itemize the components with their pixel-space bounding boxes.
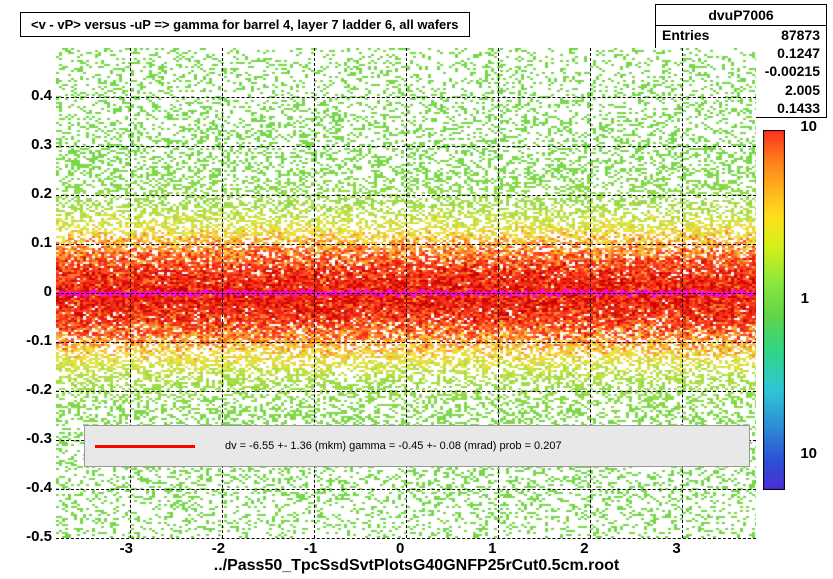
y-tick-label: 0 <box>8 283 52 300</box>
y-tick-label: 0.4 <box>8 87 52 104</box>
x-tick-label: -3 <box>120 540 133 557</box>
chart-title: <v - vP> versus -uP => gamma for barrel … <box>20 12 470 37</box>
y-tick-label: -0.5 <box>8 528 52 545</box>
stats-name: dvuP7006 <box>656 5 826 26</box>
colorbar-label-bottom: 10 <box>800 445 817 462</box>
y-tick-label: -0.3 <box>8 430 52 447</box>
x-tick-label: 0 <box>396 540 404 557</box>
x-tick-label: 3 <box>672 540 680 557</box>
y-tick-label: -0.2 <box>8 381 52 398</box>
y-tick-label: 0.2 <box>8 185 52 202</box>
colorbar <box>763 130 785 490</box>
legend-text: dv = -6.55 +- 1.36 (mkm) gamma = -0.45 +… <box>225 440 562 452</box>
colorbar-label-top: 10 <box>800 118 817 135</box>
y-tick-label: -0.1 <box>8 332 52 349</box>
y-tick-label: -0.4 <box>8 479 52 496</box>
plot-area: dv = -6.55 +- 1.36 (mkm) gamma = -0.45 +… <box>56 48 756 538</box>
x-tick-label: -2 <box>212 540 225 557</box>
x-tick-label: 1 <box>488 540 496 557</box>
fit-legend: dv = -6.55 +- 1.36 (mkm) gamma = -0.45 +… <box>84 425 750 467</box>
chart-root: <v - vP> versus -uP => gamma for barrel … <box>0 0 833 579</box>
colorbar-label-mid: 1 <box>801 290 809 307</box>
x-tick-label: -1 <box>304 540 317 557</box>
footer-path: ../Pass50_TpcSsdSvtPlotsG40GNFP25rCut0.5… <box>0 557 833 575</box>
x-tick-label: 2 <box>580 540 588 557</box>
y-tick-label: 0.1 <box>8 234 52 251</box>
y-tick-label: 0.3 <box>8 136 52 153</box>
stats-row-entries: Entries 87873 <box>656 26 826 44</box>
legend-line-icon <box>95 445 195 448</box>
